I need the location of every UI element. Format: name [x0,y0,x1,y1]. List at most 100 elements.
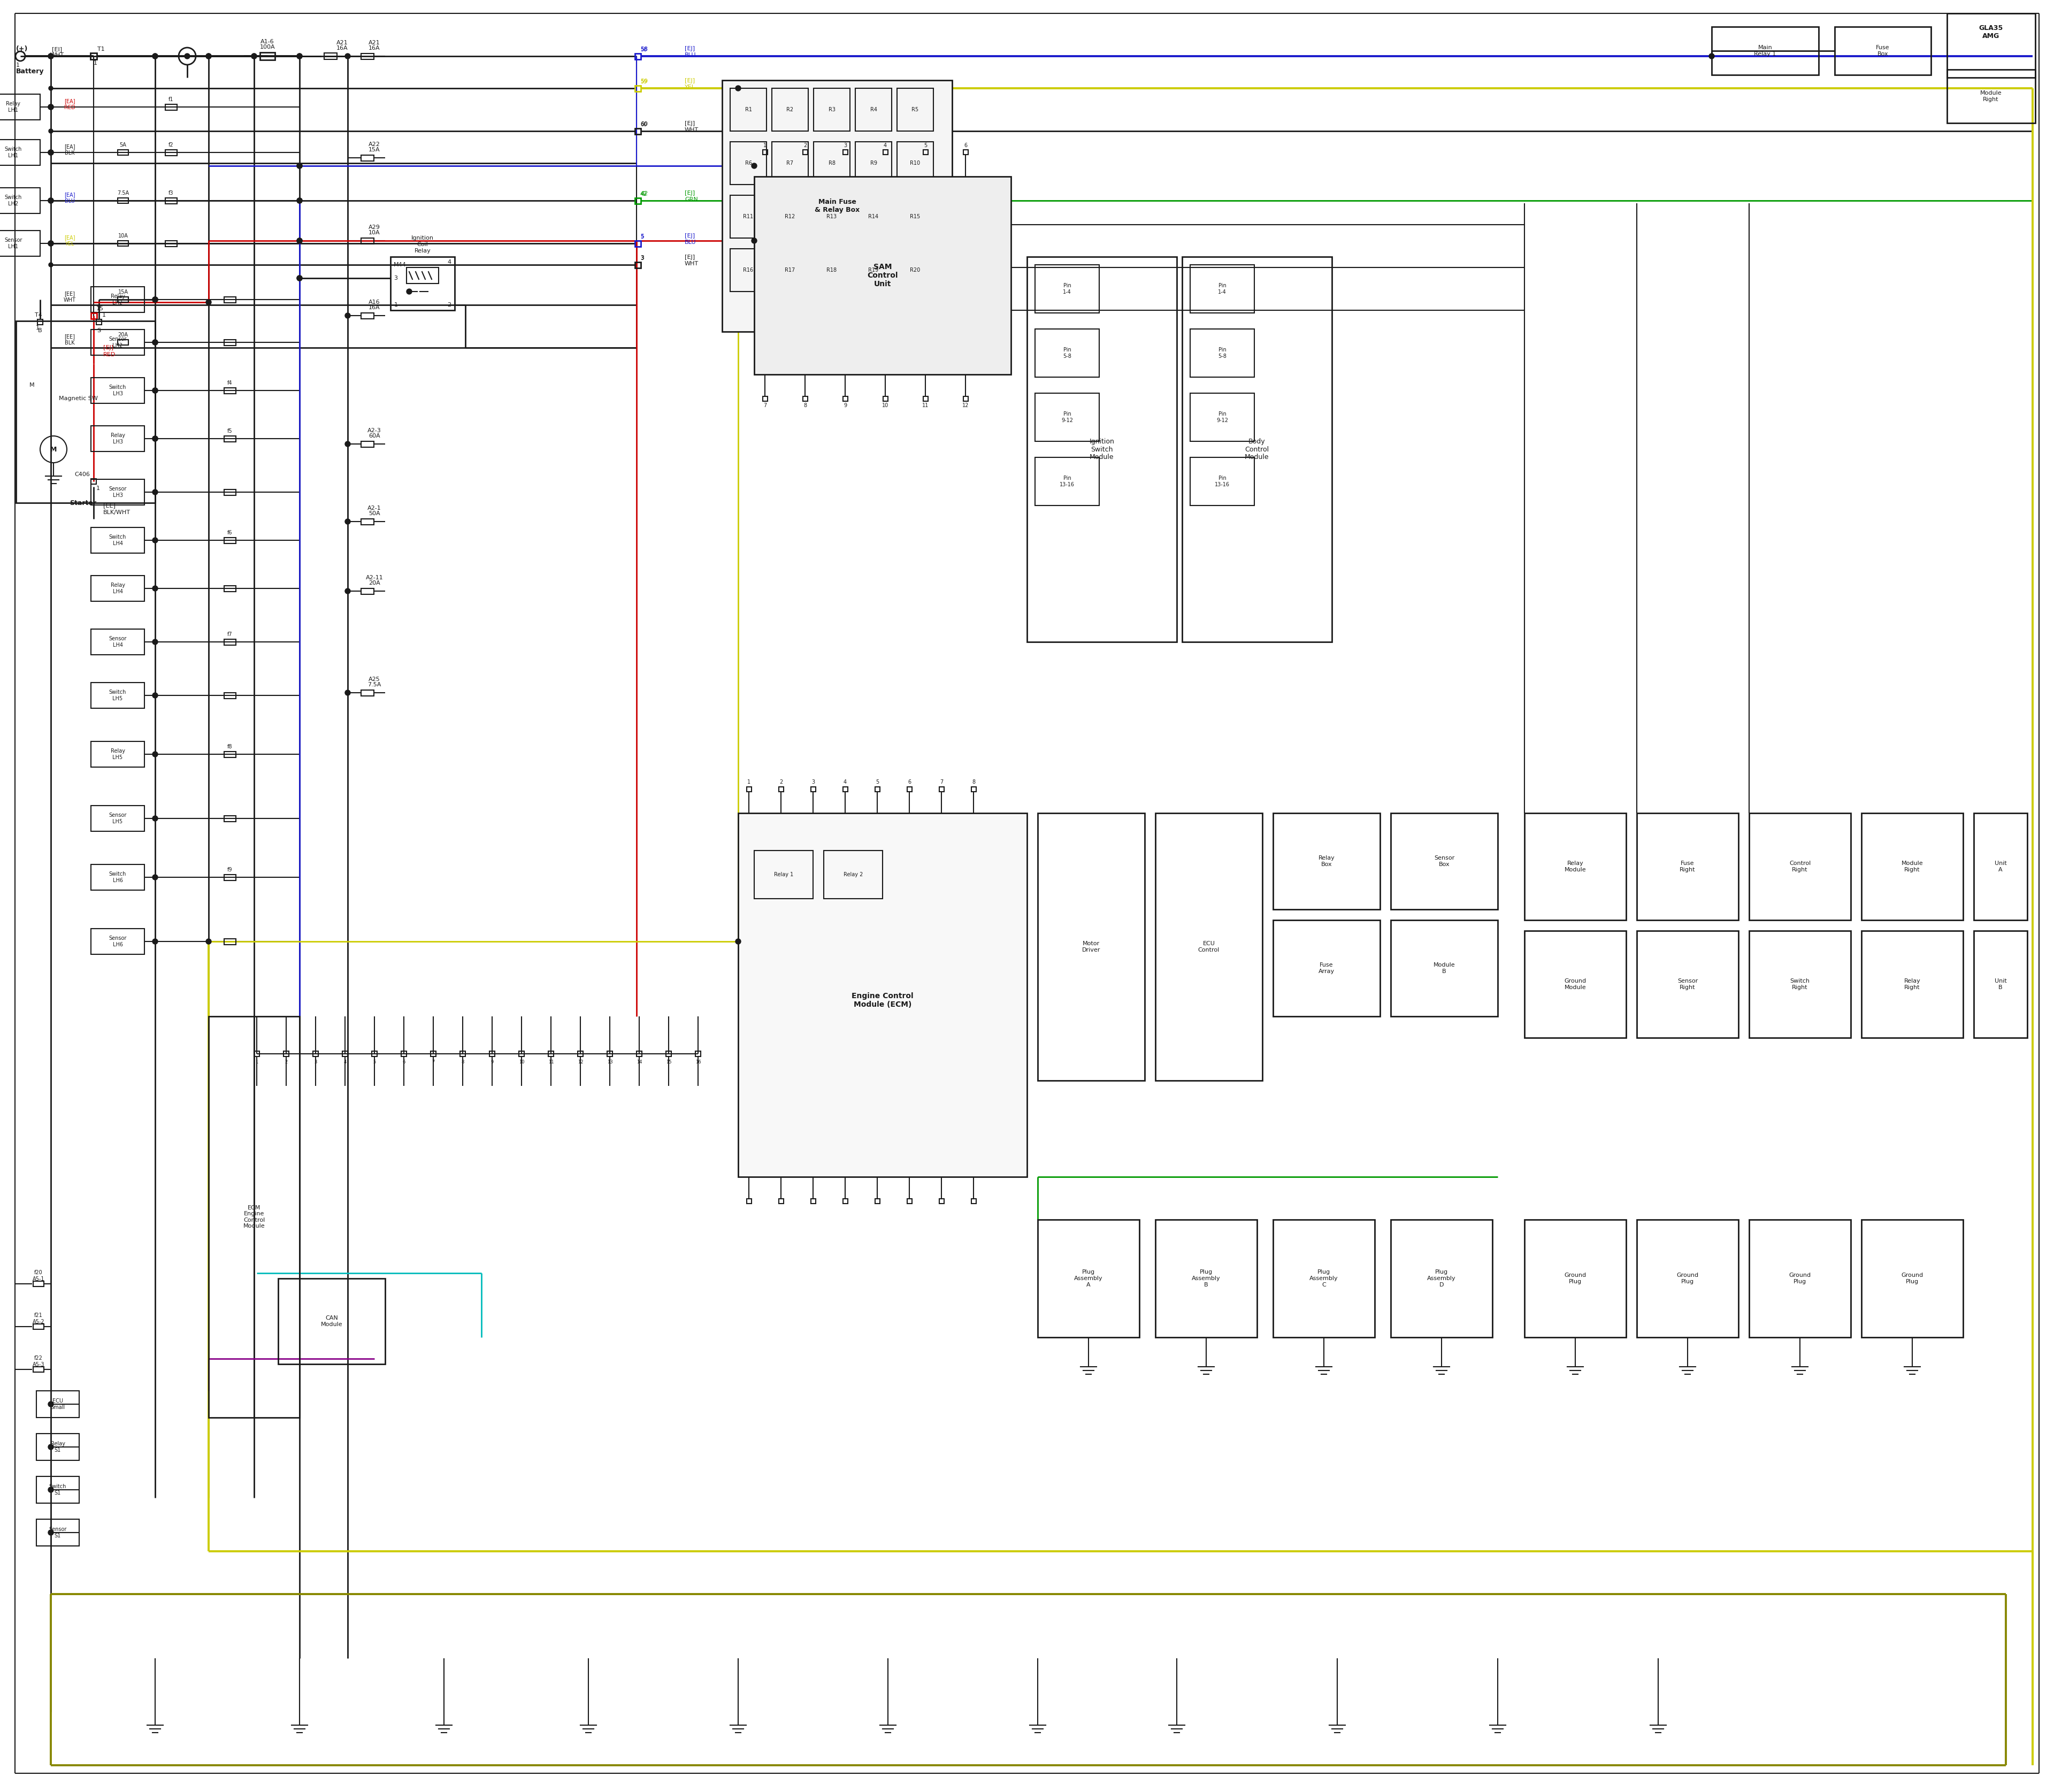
Circle shape [47,104,53,109]
Bar [963,396,967,401]
Text: Unit
A: Unit A [1994,860,2007,873]
Bar [164,197,177,204]
Circle shape [152,586,158,591]
Text: 3: 3 [811,780,815,785]
Text: 7.5A: 7.5A [117,190,129,195]
Text: 11: 11 [548,1059,555,1064]
Circle shape [49,129,53,133]
Circle shape [251,54,257,59]
Text: 16A: 16A [337,45,347,50]
Bar [283,1052,290,1057]
Text: 20A: 20A [368,581,380,586]
Bar [431,1052,435,1057]
Text: Pin
13-16: Pin 13-16 [1060,475,1074,487]
Text: Battery: Battery [16,68,43,75]
Text: Switch
LH6: Switch LH6 [109,871,127,883]
Bar [255,1052,259,1057]
Text: M: M [29,382,35,387]
Bar [224,874,236,880]
Text: Starter: Starter [70,500,97,507]
Text: Sensor
LH4: Sensor LH4 [109,636,127,647]
Text: 8: 8 [462,1059,464,1064]
Text: R18: R18 [826,267,836,272]
Bar [548,1052,555,1057]
Bar [922,149,928,154]
Text: 7.5A: 7.5A [368,683,382,688]
Text: CAN
Module: CAN Module [320,1315,343,1328]
Text: [EE]
WHT: [EE] WHT [64,290,76,303]
Text: 3: 3 [844,143,846,149]
Bar [939,787,945,792]
Bar [746,1199,752,1202]
Circle shape [47,1401,53,1407]
Text: Fuse
Box: Fuse Box [1875,45,1890,57]
Bar [362,518,374,525]
Text: Plug
Assembly
A: Plug Assembly A [1074,1269,1103,1287]
Text: 9: 9 [491,1059,493,1064]
Text: R4: R4 [871,108,877,113]
Text: Sensor
Right: Sensor Right [1678,978,1699,989]
Text: 59: 59 [641,79,647,84]
Bar [1524,814,1627,919]
Text: [EA]
BLU: [EA] BLU [64,192,76,204]
Text: Plug
Assembly
D: Plug Assembly D [1428,1269,1456,1287]
Circle shape [47,151,53,156]
Circle shape [152,874,158,880]
Text: Coil: Coil [417,242,427,247]
Text: Plug
Assembly
C: Plug Assembly C [1310,1269,1339,1287]
Bar [1154,1220,1257,1337]
Text: GLA35
AMG: GLA35 AMG [1978,25,2003,39]
Text: Ignition
Switch
Module: Ignition Switch Module [1089,437,1115,461]
Bar [577,1052,583,1057]
Bar [224,538,236,543]
Bar [224,939,236,944]
Text: GRN: GRN [684,197,698,202]
Text: [EA]
YEL: [EA] YEL [64,235,76,247]
Text: 5: 5 [374,1059,376,1064]
Bar [90,478,144,505]
Circle shape [298,197,302,202]
Bar [1027,256,1177,642]
Circle shape [205,299,212,305]
Circle shape [152,54,158,59]
Text: A25: A25 [368,677,380,683]
Text: 1: 1 [255,1059,259,1064]
Circle shape [298,54,302,59]
Bar [210,1016,300,1417]
Bar [1711,27,1818,75]
Text: f21
A5-2: f21 A5-2 [33,1314,45,1324]
Circle shape [152,297,158,303]
Circle shape [298,238,302,244]
Text: 100A: 100A [259,45,275,50]
Circle shape [735,939,741,944]
Text: 5: 5 [641,233,645,238]
Bar [696,1052,700,1057]
Circle shape [47,240,53,246]
Circle shape [152,435,158,441]
Text: Pin
1-4: Pin 1-4 [1062,283,1072,294]
Bar [746,787,752,792]
Text: [EA]
BLK: [EA] BLK [64,143,76,156]
Text: Switch
LH4: Switch LH4 [109,534,127,547]
Bar [0,140,41,165]
Bar [635,54,641,59]
Bar [90,864,144,891]
Bar [898,195,933,238]
Circle shape [298,163,302,168]
Bar [939,1199,945,1202]
Text: Unit
B: Unit B [1994,978,2007,989]
Circle shape [735,86,741,91]
Bar [164,104,177,109]
Bar [90,426,144,452]
Bar [261,52,275,59]
Bar [1273,814,1380,909]
Text: R1: R1 [746,108,752,113]
Text: 8: 8 [803,403,807,409]
Bar [0,188,41,213]
Bar [1637,1220,1738,1337]
Text: 14: 14 [637,1059,643,1064]
Bar [1037,814,1144,1081]
Bar [772,142,807,185]
Bar [90,742,144,767]
Text: ECM
Engine
Control
Module: ECM Engine Control Module [242,1204,265,1229]
